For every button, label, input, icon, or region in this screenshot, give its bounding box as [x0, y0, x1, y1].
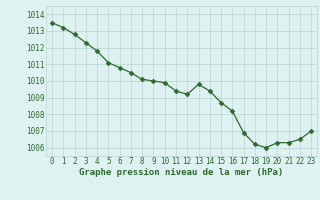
X-axis label: Graphe pression niveau de la mer (hPa): Graphe pression niveau de la mer (hPa)	[79, 168, 284, 177]
